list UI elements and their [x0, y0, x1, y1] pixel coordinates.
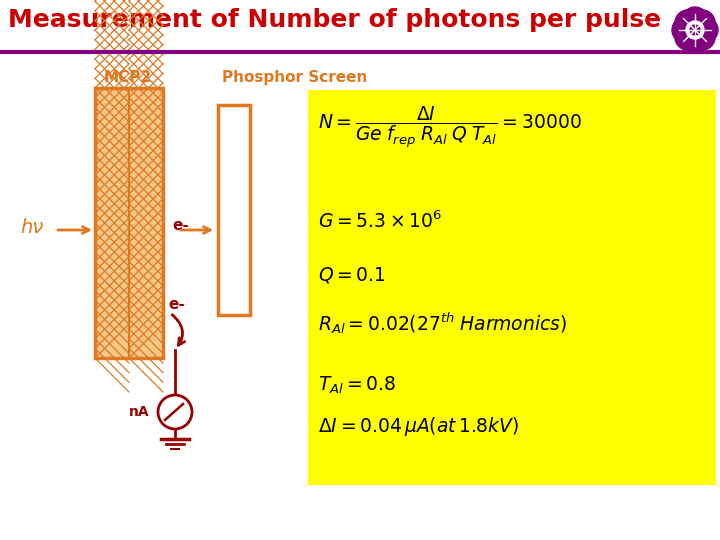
Text: e-: e- — [172, 218, 189, 233]
Text: e-: e- — [168, 297, 185, 312]
Circle shape — [682, 7, 708, 33]
Bar — [95, 88, 163, 358]
Text: hν: hν — [20, 218, 43, 237]
Circle shape — [672, 17, 698, 43]
Text: MCP2: MCP2 — [104, 70, 152, 85]
Circle shape — [675, 24, 701, 50]
Text: $N = \dfrac{\Delta I}{Ge\;f_{rep}\;R_{Al}\;Q\;T_{Al}} = 30000$: $N = \dfrac{\Delta I}{Ge\;f_{rep}\;R_{Al… — [318, 105, 582, 150]
Text: Measurement of Number of photons per pulse: Measurement of Number of photons per pul… — [8, 8, 661, 32]
Text: Phosphor Screen: Phosphor Screen — [222, 70, 367, 85]
Text: $T_{Al} = 0.8$: $T_{Al} = 0.8$ — [318, 375, 396, 396]
Circle shape — [689, 24, 715, 50]
Text: $Q = 0.1$: $Q = 0.1$ — [318, 265, 386, 285]
Circle shape — [689, 10, 715, 36]
Bar — [95, 88, 163, 358]
Circle shape — [690, 25, 700, 35]
Bar — [218, 105, 250, 315]
Circle shape — [158, 395, 192, 429]
Circle shape — [682, 27, 708, 53]
Circle shape — [675, 10, 701, 36]
Text: $G = 5.3 \times 10^{6}$: $G = 5.3 \times 10^{6}$ — [318, 210, 442, 232]
Text: $\Delta I = 0.04\,\mu A(at\,1.8kV)$: $\Delta I = 0.04\,\mu A(at\,1.8kV)$ — [318, 415, 519, 438]
Circle shape — [686, 21, 704, 39]
Circle shape — [692, 17, 718, 43]
Text: nA: nA — [128, 405, 149, 419]
Text: $R_{Al} = 0.02(27^{th}\;Harmonics)$: $R_{Al} = 0.02(27^{th}\;Harmonics)$ — [318, 310, 567, 335]
Bar — [308, 90, 716, 485]
